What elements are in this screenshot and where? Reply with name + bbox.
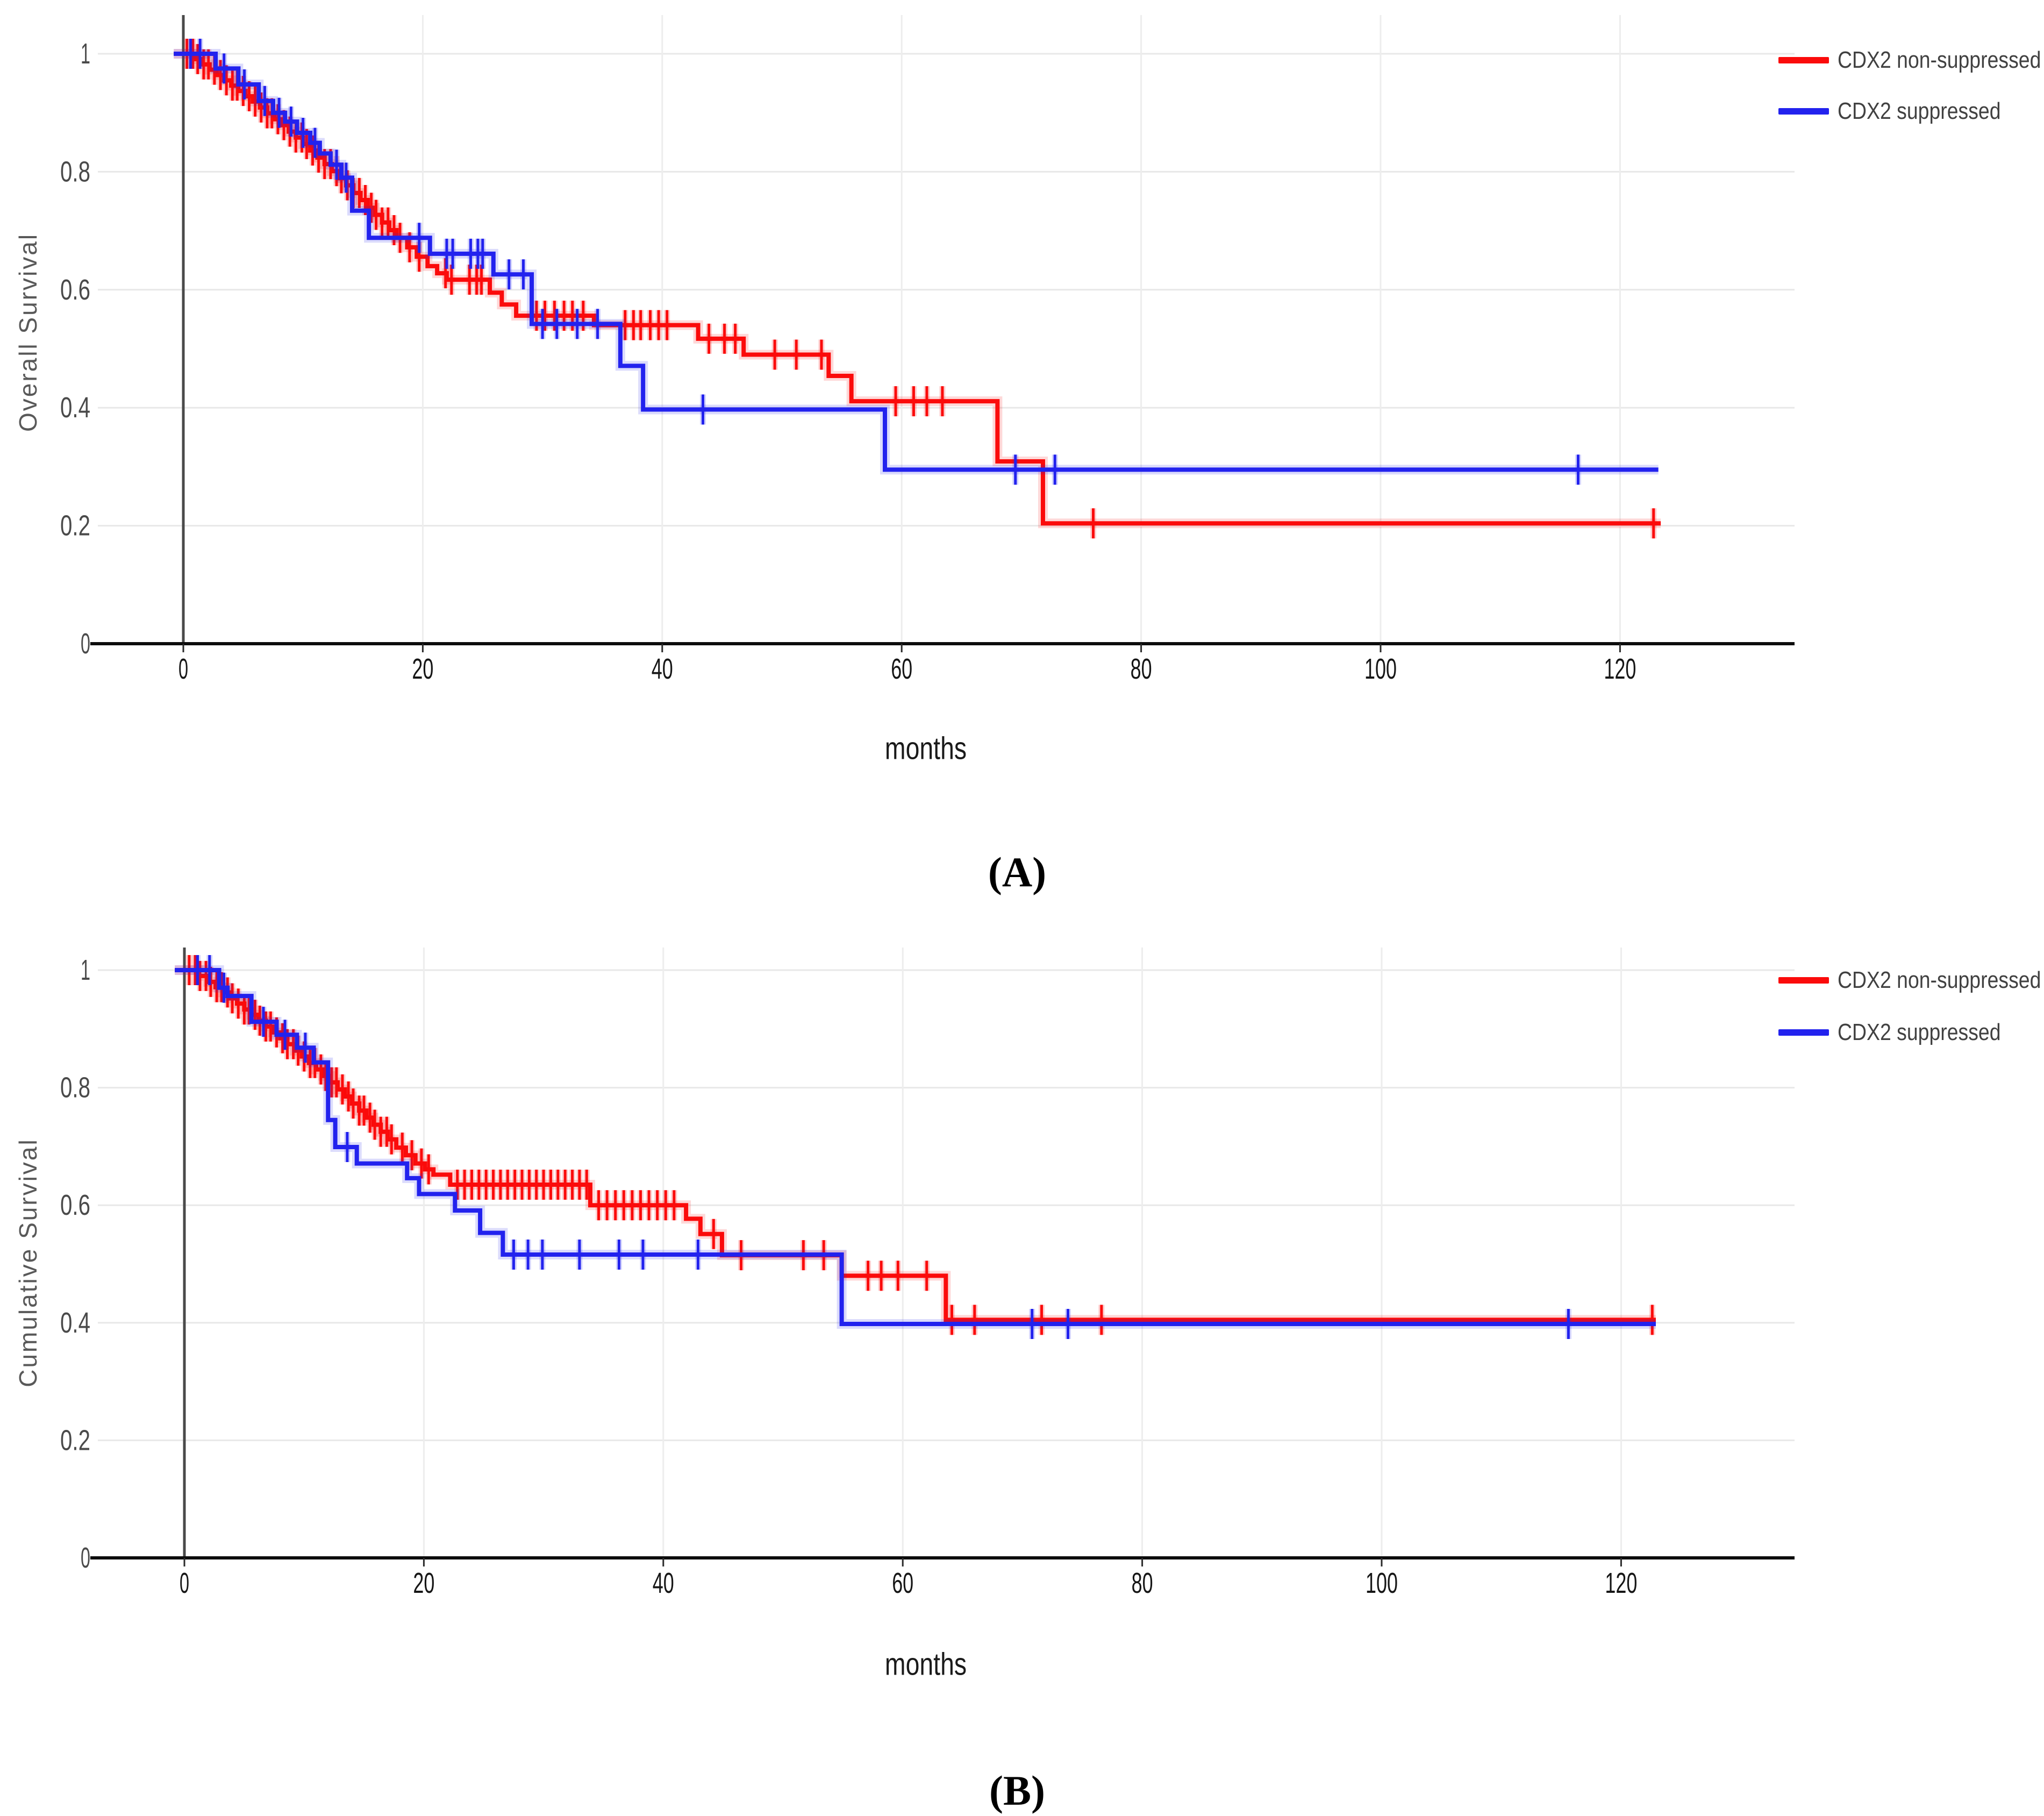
legend-line-red-icon (1778, 57, 1829, 63)
x-tick-label: 120 (1604, 653, 1636, 685)
km-curve-red (174, 52, 1661, 526)
km-curve-red (175, 968, 1656, 1322)
y-tick-label: 0.8 (60, 155, 90, 188)
y-tick-label: 0 (81, 1542, 90, 1574)
km-curve-halo (174, 49, 1661, 529)
x-tick-label: 120 (1605, 1567, 1637, 1599)
legend-label: CDX2 suppressed (1838, 1019, 2001, 1045)
y-tick-label: 1 (81, 954, 90, 986)
y-tick-label: 0.6 (60, 1189, 90, 1221)
x-tick-label: 80 (1132, 1567, 1153, 1599)
legend-item-nonsuppressed-a: CDX2 non-suppressed (1778, 46, 2044, 74)
x-tick-label: 60 (891, 653, 912, 685)
panel-label-b: (B) (989, 1767, 1045, 1814)
legend-label: CDX2 non-suppressed (1838, 47, 2041, 73)
y-tick-label: 1 (81, 38, 90, 70)
y-tick-label: 0.2 (60, 510, 90, 542)
legend-item-suppressed-a: CDX2 suppressed (1778, 97, 2029, 125)
y-tick-label: 0.2 (60, 1424, 90, 1456)
legend-item-nonsuppressed-b: CDX2 non-suppressed (1778, 966, 2044, 994)
x-tick-label: 0 (178, 653, 188, 685)
panel-label-a: (A) (988, 849, 1047, 895)
km-curve-blue (175, 968, 1656, 1326)
y-axis-title-panel-b: Cumulative Survival (14, 1138, 42, 1387)
panel-A: 0 20 40 60 80 100 120 1 0.8 0.6 0.4 0.2 0 (60, 15, 1795, 685)
x-tick-label: 40 (653, 1567, 674, 1599)
x-tick-label: 100 (1366, 1567, 1398, 1599)
x-tick-label: 80 (1131, 653, 1152, 685)
x-tick-label: 20 (413, 1567, 434, 1599)
legend-label: CDX2 non-suppressed (1838, 967, 2041, 993)
legend-line-blue-icon (1778, 1029, 1829, 1036)
x-tick-label: 100 (1364, 653, 1397, 685)
panel-B: 0 20 40 60 80 100 120 1 0.8 0.6 0.4 0.2 0 (60, 948, 1795, 1599)
x-axis-title-panel-b: months (884, 1647, 967, 1682)
legend-label: CDX2 suppressed (1838, 98, 2001, 124)
x-tick-label: 20 (412, 653, 433, 685)
y-axis-title-panel-a: Overall Survival (14, 232, 42, 432)
legend-line-red-icon (1778, 977, 1829, 984)
y-tick-label: 0 (81, 628, 90, 660)
x-axis-title-panel-a: months (884, 731, 967, 766)
x-tick-label: 0 (180, 1567, 189, 1599)
x-tick-label: 60 (892, 1567, 913, 1599)
legend-line-blue-icon (1778, 108, 1829, 115)
legend-item-suppressed-b: CDX2 suppressed (1778, 1019, 2029, 1046)
y-tick-label: 0.8 (60, 1072, 90, 1104)
y-tick-label: 0.4 (60, 391, 90, 424)
x-tick-label: 40 (652, 653, 673, 685)
y-tick-label: 0.6 (60, 274, 90, 306)
y-tick-label: 0.4 (60, 1307, 90, 1339)
